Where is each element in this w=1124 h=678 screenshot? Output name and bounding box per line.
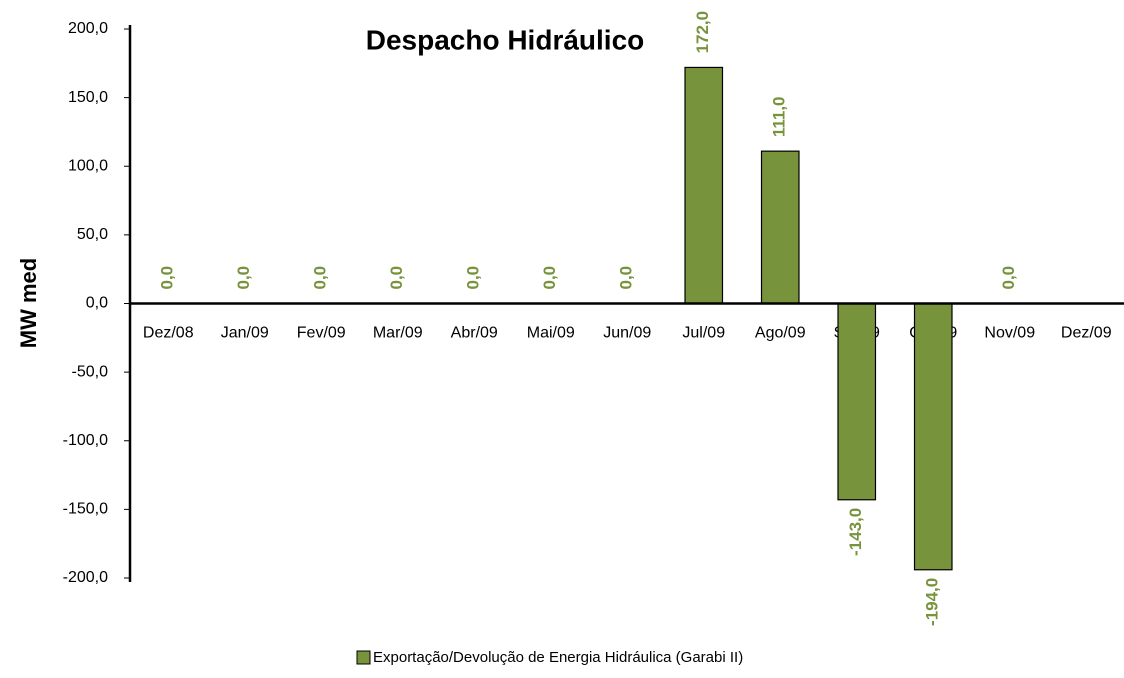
bar	[837, 302, 877, 501]
data-label: 0,0	[158, 266, 177, 290]
data-label: 111,0	[770, 96, 789, 137]
y-tick-label: -50,0	[72, 363, 109, 380]
data-label: 0,0	[617, 266, 636, 290]
y-tick-label: -100,0	[63, 432, 108, 449]
y-tick-label: 0,0	[86, 295, 108, 312]
data-label: -143,0	[846, 508, 865, 556]
y-tick-label: 50,0	[77, 226, 108, 243]
x-tick-label: Mar/09	[373, 325, 423, 342]
x-tick-label: Ago/09	[755, 325, 806, 342]
data-label: 0,0	[540, 266, 559, 290]
data-label: 0,0	[464, 266, 483, 290]
x-tick-label: Abr/09	[451, 325, 498, 342]
data-label: 0,0	[999, 266, 1018, 290]
y-tick-label: -150,0	[63, 501, 108, 518]
x-tick-label: Dez/09	[1061, 325, 1112, 342]
y-tick-label: 150,0	[68, 89, 108, 106]
chart-title: Despacho Hidráulico	[366, 24, 645, 55]
bar	[913, 302, 953, 571]
legend-swatch	[356, 650, 371, 665]
x-tick-label: Dez/08	[143, 325, 194, 342]
y-tick-label: 100,0	[68, 157, 108, 174]
bar	[684, 66, 724, 305]
x-tick-label: Mai/09	[527, 325, 575, 342]
data-label: 0,0	[387, 266, 406, 290]
data-label: 172,0	[693, 11, 712, 54]
x-tick-label: Jul/09	[682, 325, 725, 342]
bar	[760, 150, 800, 305]
y-tick-label: 200,0	[68, 20, 108, 37]
x-tick-label: Jan/09	[221, 325, 269, 342]
data-label: 0,0	[234, 266, 253, 290]
x-tick-label: Nov/09	[984, 325, 1035, 342]
data-label: 0,0	[311, 266, 330, 290]
y-tick-label: -200,0	[63, 569, 108, 586]
data-label: -194,0	[923, 578, 942, 626]
y-axis-label: MW med	[16, 258, 41, 348]
x-tick-label: Fev/09	[297, 325, 346, 342]
legend-label: Exportação/Devolução de Energia Hidráuli…	[373, 649, 743, 666]
x-tick-label: Jun/09	[603, 325, 651, 342]
